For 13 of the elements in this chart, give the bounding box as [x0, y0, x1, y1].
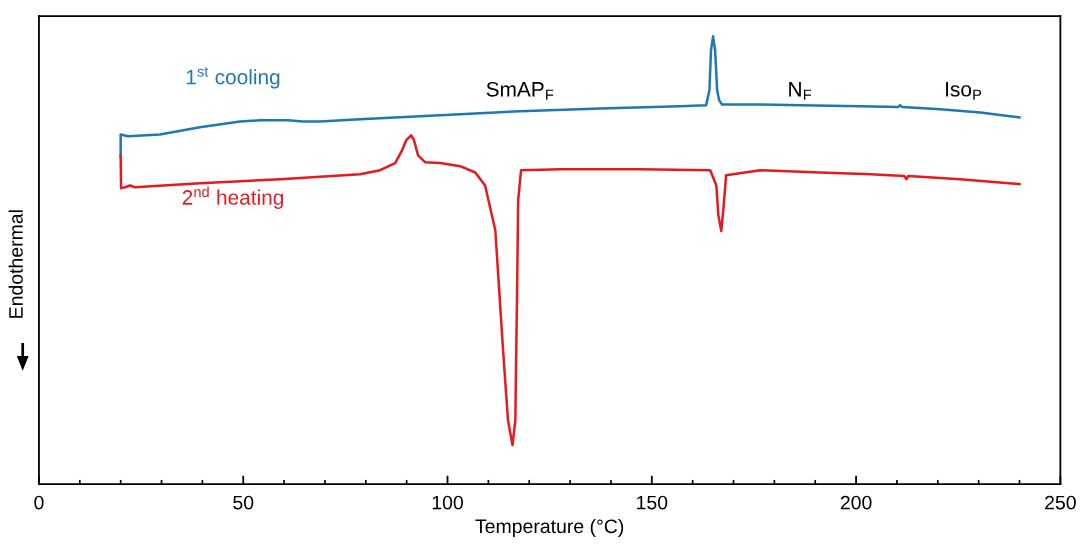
x-tick-label: 200	[840, 495, 872, 510]
x-tick-label: 250	[1045, 495, 1076, 510]
x-tick-label: 50	[233, 495, 254, 510]
series-label: 2$^{nd}$ heating	[182, 186, 284, 209]
x-tick-label: 0	[34, 495, 44, 510]
y-axis-title: Endothermal	[8, 210, 23, 318]
annotation: N$_{F}$	[789, 82, 812, 100]
series-label: 1$^{st}$ cooling	[186, 67, 280, 89]
annotation: Iso$_{P}$	[946, 82, 982, 100]
x-axis-title: Temperature (°C)	[475, 518, 624, 538]
annotation: SmAP$_{F}$	[486, 81, 554, 100]
x-tick-label: 150	[637, 495, 668, 510]
x-tick-label: 100	[432, 495, 463, 510]
